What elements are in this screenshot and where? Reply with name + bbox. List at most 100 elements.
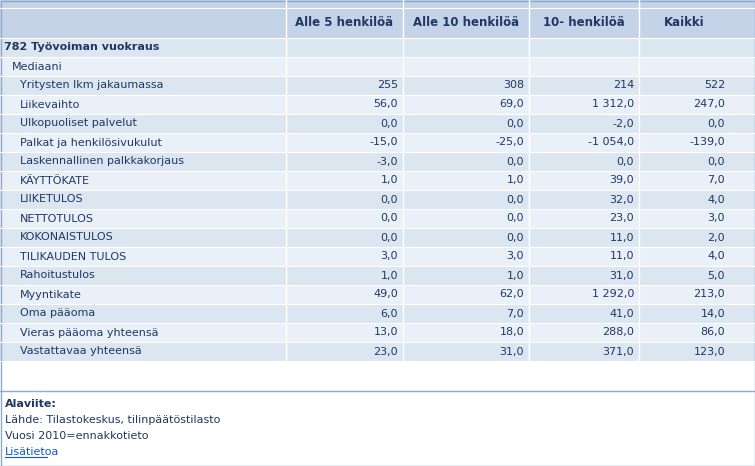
- Text: 11,0: 11,0: [609, 252, 634, 261]
- Text: 6,0: 6,0: [381, 308, 398, 318]
- Text: 13,0: 13,0: [374, 328, 398, 337]
- Text: Lisätietoa: Lisätietoa: [5, 447, 60, 457]
- Text: 0,0: 0,0: [381, 213, 398, 224]
- Bar: [0, 285, 755, 304]
- Text: 69,0: 69,0: [499, 100, 524, 110]
- Text: 1,0: 1,0: [381, 270, 398, 281]
- Text: Ulkopuoliset palvelut: Ulkopuoliset palvelut: [20, 118, 137, 129]
- Text: 0,0: 0,0: [507, 157, 524, 166]
- Text: Myyntikate: Myyntikate: [20, 289, 82, 300]
- Text: Rahoitustulos: Rahoitustulos: [20, 270, 96, 281]
- Text: Vieras pääoma yhteensä: Vieras pääoma yhteensä: [20, 328, 159, 337]
- Bar: [0, 391, 755, 466]
- Text: -25,0: -25,0: [495, 137, 524, 148]
- Text: 4,0: 4,0: [707, 194, 725, 205]
- Text: 0,0: 0,0: [707, 118, 725, 129]
- Text: 0,0: 0,0: [381, 194, 398, 205]
- Text: 308: 308: [503, 81, 524, 90]
- Text: Kaikki: Kaikki: [664, 16, 705, 29]
- Text: 255: 255: [377, 81, 398, 90]
- Text: 288,0: 288,0: [602, 328, 634, 337]
- Text: 0,0: 0,0: [617, 157, 634, 166]
- Bar: [0, 228, 755, 247]
- Text: 1 292,0: 1 292,0: [592, 289, 634, 300]
- Text: 3,0: 3,0: [507, 252, 524, 261]
- Text: 32,0: 32,0: [609, 194, 634, 205]
- Text: TILIKAUDEN TULOS: TILIKAUDEN TULOS: [20, 252, 126, 261]
- Text: 56,0: 56,0: [374, 100, 398, 110]
- Text: NETTOTULOS: NETTOTULOS: [20, 213, 94, 224]
- Text: 1 312,0: 1 312,0: [592, 100, 634, 110]
- Text: Mediaani: Mediaani: [12, 62, 63, 71]
- Text: 123,0: 123,0: [693, 347, 725, 356]
- Bar: [0, 76, 755, 95]
- Text: 18,0: 18,0: [499, 328, 524, 337]
- Bar: [0, 323, 755, 342]
- Text: 7,0: 7,0: [707, 176, 725, 185]
- Text: 23,0: 23,0: [374, 347, 398, 356]
- Text: KOKONAISTULOS: KOKONAISTULOS: [20, 233, 114, 242]
- Bar: [0, 304, 755, 323]
- Text: 23,0: 23,0: [609, 213, 634, 224]
- Text: Alaviite:: Alaviite:: [5, 399, 57, 409]
- Text: 0,0: 0,0: [381, 233, 398, 242]
- Text: 3,0: 3,0: [381, 252, 398, 261]
- Text: Liikevaihto: Liikevaihto: [20, 100, 80, 110]
- Bar: [0, 247, 755, 266]
- Text: 214: 214: [613, 81, 634, 90]
- Text: 1,0: 1,0: [507, 176, 524, 185]
- Text: -3,0: -3,0: [377, 157, 398, 166]
- Bar: [0, 114, 755, 133]
- Text: Vuosi 2010=ennakkotieto: Vuosi 2010=ennakkotieto: [5, 431, 149, 441]
- Bar: [0, 266, 755, 285]
- Text: 7,0: 7,0: [507, 308, 524, 318]
- Text: 2,0: 2,0: [707, 233, 725, 242]
- Text: 371,0: 371,0: [602, 347, 634, 356]
- Text: Palkat ja henkilösivukulut: Palkat ja henkilösivukulut: [20, 137, 162, 148]
- Text: 0,0: 0,0: [507, 213, 524, 224]
- Text: 31,0: 31,0: [500, 347, 524, 356]
- Bar: [0, 0, 755, 8]
- Text: 782 Työvoiman vuokraus: 782 Työvoiman vuokraus: [4, 42, 159, 53]
- Text: 0,0: 0,0: [707, 157, 725, 166]
- Text: 86,0: 86,0: [701, 328, 725, 337]
- Bar: [0, 342, 755, 361]
- Text: 39,0: 39,0: [609, 176, 634, 185]
- Text: 49,0: 49,0: [373, 289, 398, 300]
- Text: 1,0: 1,0: [381, 176, 398, 185]
- Bar: [0, 133, 755, 152]
- Text: 247,0: 247,0: [693, 100, 725, 110]
- Text: 62,0: 62,0: [499, 289, 524, 300]
- Text: 5,0: 5,0: [707, 270, 725, 281]
- Text: 3,0: 3,0: [707, 213, 725, 224]
- Text: Oma pääoma: Oma pääoma: [20, 308, 95, 318]
- Bar: [0, 8, 755, 38]
- Bar: [0, 57, 755, 76]
- Text: -1 054,0: -1 054,0: [588, 137, 634, 148]
- Text: Lähde: Tilastokeskus, tilinpäätöstilasto: Lähde: Tilastokeskus, tilinpäätöstilasto: [5, 415, 220, 425]
- Text: Alle 10 henkilöä: Alle 10 henkilöä: [413, 16, 519, 29]
- Text: 31,0: 31,0: [609, 270, 634, 281]
- Text: 522: 522: [704, 81, 725, 90]
- Text: 11,0: 11,0: [609, 233, 634, 242]
- Text: 41,0: 41,0: [609, 308, 634, 318]
- Text: 213,0: 213,0: [693, 289, 725, 300]
- Text: 0,0: 0,0: [507, 233, 524, 242]
- Text: LIIKETULOS: LIIKETULOS: [20, 194, 84, 205]
- Bar: [0, 190, 755, 209]
- Bar: [0, 95, 755, 114]
- Text: 0,0: 0,0: [381, 118, 398, 129]
- Text: -139,0: -139,0: [689, 137, 725, 148]
- Bar: [0, 209, 755, 228]
- Text: KÄYTTÖKATE: KÄYTTÖKATE: [20, 176, 90, 185]
- Text: Alle 5 henkilöä: Alle 5 henkilöä: [295, 16, 393, 29]
- Text: 0,0: 0,0: [507, 118, 524, 129]
- Text: 14,0: 14,0: [701, 308, 725, 318]
- Text: 10- henkilöä: 10- henkilöä: [543, 16, 625, 29]
- Text: 0,0: 0,0: [507, 194, 524, 205]
- Bar: [0, 152, 755, 171]
- Text: 1,0: 1,0: [507, 270, 524, 281]
- Text: Laskennallinen palkkakorjaus: Laskennallinen palkkakorjaus: [20, 157, 184, 166]
- Text: -15,0: -15,0: [369, 137, 398, 148]
- Text: Yritysten lkm jakaumassa: Yritysten lkm jakaumassa: [20, 81, 164, 90]
